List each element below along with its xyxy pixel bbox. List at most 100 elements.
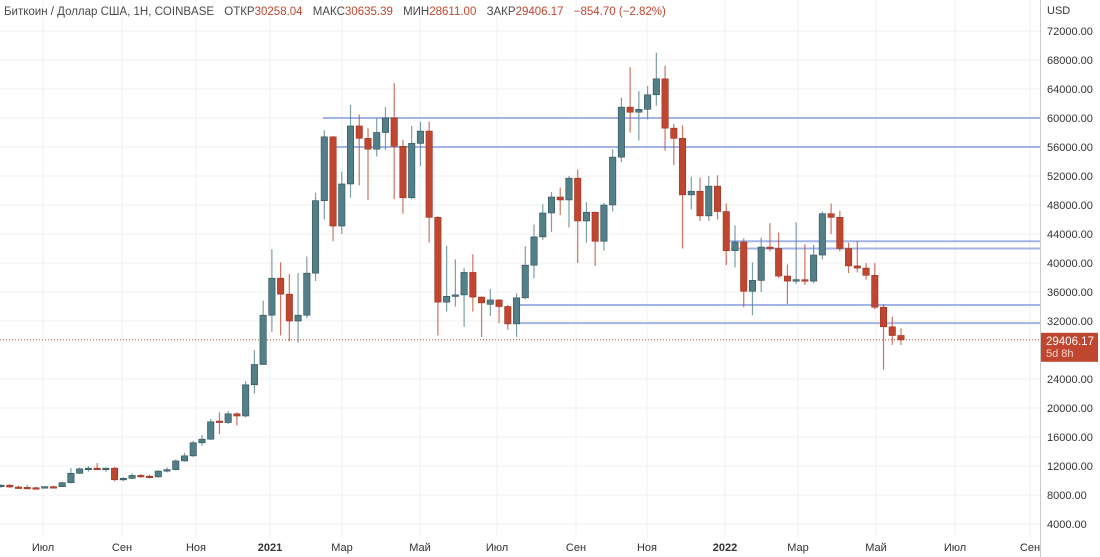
candle-down — [355, 114, 363, 186]
symbol-title[interactable]: Биткоин / Доллар США, 1H, COINBASE — [4, 6, 215, 18]
candle-up — [102, 467, 110, 472]
candle-down — [626, 67, 634, 133]
candle-body — [792, 279, 800, 282]
candle-body — [128, 475, 136, 479]
candle-up — [582, 202, 590, 243]
y-tick-label: 64000.00 — [1047, 84, 1093, 96]
candle-up — [0, 484, 5, 488]
candle-up — [207, 418, 215, 440]
candle-body — [303, 272, 311, 316]
candle-body — [801, 279, 809, 282]
y-tick-label: 16000.00 — [1047, 432, 1093, 444]
candle-body — [76, 468, 84, 474]
candle-body — [347, 125, 355, 185]
candle-up — [303, 256, 311, 319]
y-tick-label: 8000.00 — [1047, 490, 1087, 502]
candle-body — [381, 117, 389, 133]
candle-body — [775, 248, 783, 277]
currency-label: USD — [1047, 5, 1070, 17]
candle-body — [574, 177, 582, 222]
candle-up — [635, 91, 643, 141]
x-tick-label: Май — [865, 542, 887, 554]
y-tick-label: 12000.00 — [1047, 461, 1093, 473]
candle-body — [67, 472, 75, 483]
low-label: МИН — [403, 6, 430, 18]
x-tick-label: Ноя — [637, 542, 657, 554]
candle-body — [810, 254, 818, 282]
x-tick-label: Сен — [112, 542, 132, 554]
candle-body — [294, 314, 302, 322]
y-tick-label: 40000.00 — [1047, 258, 1093, 270]
candle-up — [172, 459, 180, 471]
candle-up — [189, 440, 197, 458]
candle-body — [486, 299, 494, 305]
high-label: МАКС — [312, 6, 345, 18]
candle-body — [425, 130, 433, 218]
candle-body — [460, 272, 468, 296]
candle-down — [556, 187, 564, 216]
y-tick-label: 4000.00 — [1047, 519, 1087, 531]
x-tick-label: Июл — [486, 542, 508, 554]
candle-body — [224, 413, 232, 423]
candle-down — [137, 473, 145, 478]
open-label: ОТКР — [224, 6, 255, 18]
candle-body — [757, 246, 765, 281]
candle-body — [687, 190, 695, 196]
candle-body — [582, 211, 590, 222]
candle-down — [740, 238, 748, 308]
x-tick-label: Сен — [566, 542, 586, 554]
time-axis-ticks: Июл Сен Ноя 2021 Мар Май Июл Сен Ноя 2022 Мар Май Ию… — [32, 542, 1040, 554]
candle-down — [845, 242, 853, 274]
close-value: 29406.17 — [515, 6, 564, 18]
x-tick-label: Мар — [331, 542, 353, 554]
candle-body — [530, 236, 538, 266]
candle-down — [434, 215, 442, 336]
low-value: 28611.00 — [429, 6, 477, 18]
price-axis[interactable] — [1040, 0, 1100, 557]
candle-down — [14, 485, 22, 489]
y-tick-label: 32000.00 — [1047, 316, 1093, 328]
candle-body — [198, 438, 206, 444]
x-tick-label: Сен — [1020, 542, 1040, 554]
candle-down — [862, 263, 870, 280]
candle-up — [617, 97, 625, 163]
candle-up — [609, 149, 617, 212]
open-value: 30258.04 — [254, 6, 303, 18]
y-tick-label: 56000.00 — [1047, 142, 1093, 154]
candle-body — [84, 467, 92, 470]
candle-up — [128, 473, 136, 480]
candle-up — [320, 130, 328, 220]
candle-down — [836, 210, 844, 252]
candle-up — [539, 204, 547, 240]
candle-up — [687, 176, 695, 210]
candle-down — [775, 232, 783, 279]
candle-body — [180, 455, 188, 462]
candle-up — [731, 225, 739, 268]
candle-body — [818, 213, 826, 256]
price-tag-value: 29406.17 — [1046, 336, 1094, 348]
candle-down — [897, 328, 905, 345]
candle-body — [748, 280, 756, 292]
candle-body — [111, 467, 119, 481]
candle-up — [748, 262, 756, 316]
candle-body — [93, 467, 101, 470]
candle-body — [355, 125, 363, 139]
candle-body — [853, 265, 861, 269]
y-tick-label: 52000.00 — [1047, 171, 1093, 183]
candle-body — [41, 486, 49, 489]
candle-up — [705, 176, 713, 221]
candle-body — [277, 277, 285, 295]
y-tick-label: 20000.00 — [1047, 403, 1093, 415]
candle-body — [469, 272, 477, 298]
candle-body — [714, 185, 722, 212]
candle-up — [644, 86, 652, 120]
candle-up — [818, 211, 826, 260]
candle-body — [215, 420, 223, 423]
candle-up — [259, 300, 267, 365]
candle-down — [285, 273, 293, 342]
candle-body — [652, 78, 660, 96]
y-tick-label: 68000.00 — [1047, 55, 1093, 67]
y-tick-label: 48000.00 — [1047, 200, 1093, 212]
candle-up — [294, 273, 302, 343]
